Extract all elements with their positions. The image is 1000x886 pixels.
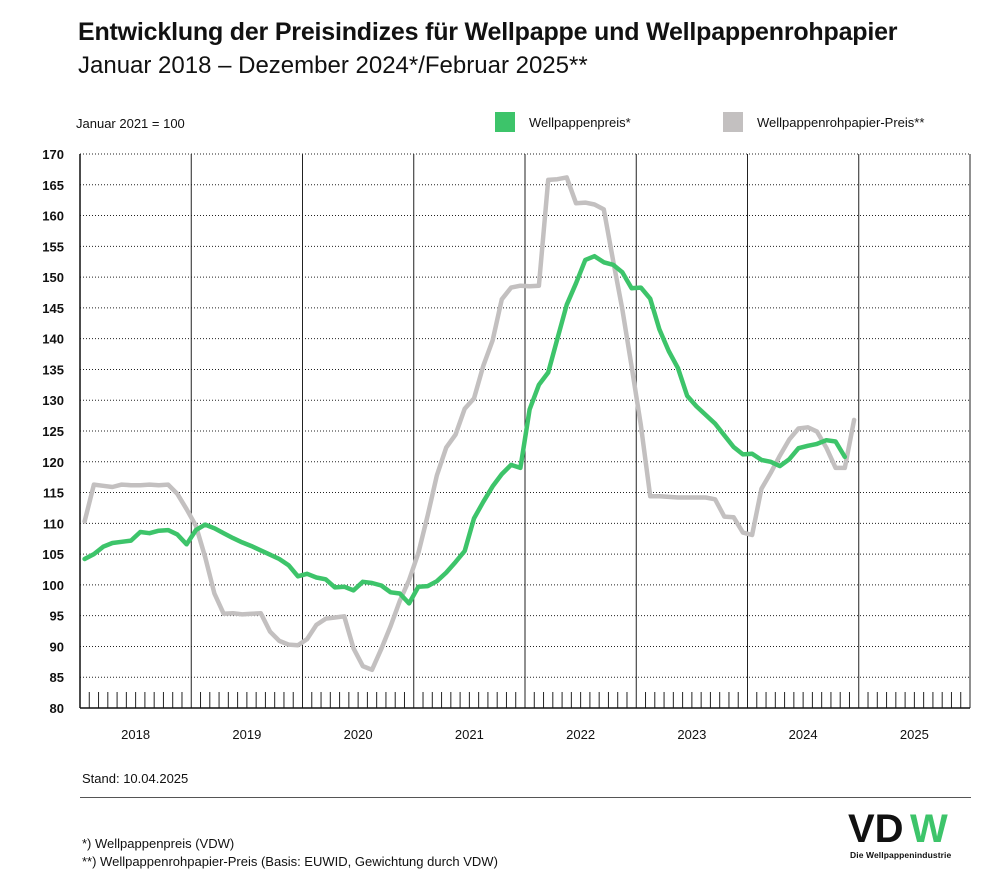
y-tick-label: 100 <box>42 578 64 593</box>
y-tick-label: 95 <box>50 609 64 624</box>
x-year-label: 2018 <box>121 727 150 742</box>
logo-letters-vd: VD <box>848 808 904 851</box>
y-tick-label: 105 <box>42 547 64 562</box>
x-year-label: 2024 <box>789 727 818 742</box>
series-line-wellpappenpreis <box>82 253 848 606</box>
y-tick-label: 115 <box>43 486 64 501</box>
chart-title: Entwicklung der Preisindizes für Wellpap… <box>78 18 898 46</box>
footnote-1: *) Wellpappenpreis (VDW) <box>82 836 235 851</box>
x-year-label: 2020 <box>344 727 373 742</box>
x-year-label: 2023 <box>677 727 706 742</box>
y-tick-label: 165 <box>42 178 64 193</box>
y-tick-label: 130 <box>42 393 64 408</box>
legend-swatch-green <box>495 112 515 132</box>
y-tick-label: 90 <box>50 639 64 654</box>
y-tick-label: 135 <box>42 362 64 377</box>
legend-item-wellpappenpreis: Wellpappenpreis* <box>495 112 631 132</box>
logo-letter-w: W <box>910 808 948 851</box>
y-tick-label: 155 <box>42 239 64 254</box>
y-tick-label: 170 <box>42 147 64 162</box>
series-line-rohpapier <box>82 175 857 673</box>
legend-item-rohpapier: Wellpappenrohpapier-Preis** <box>723 112 924 132</box>
legend-label-wellpappenpreis: Wellpappenpreis* <box>529 114 631 130</box>
y-tick-label: 125 <box>42 424 64 439</box>
x-year-label: 2022 <box>566 727 595 742</box>
x-year-label: 2019 <box>232 727 261 742</box>
x-year-label: 2021 <box>455 727 484 742</box>
legend-swatch-grey <box>723 112 743 132</box>
y-tick-label: 85 <box>50 670 64 685</box>
y-tick-label: 145 <box>42 301 64 316</box>
logo-subtitle: Die Wellpappenindustrie <box>850 850 952 860</box>
divider <box>80 797 971 798</box>
y-tick-label: 160 <box>42 209 64 224</box>
y-tick-label: 110 <box>43 516 64 531</box>
legend-label-rohpapier: Wellpappenrohpapier-Preis** <box>757 114 925 130</box>
y-tick-label: 120 <box>42 455 64 470</box>
footnote-2: **) Wellpappenrohpapier-Preis (Basis: EU… <box>82 854 498 869</box>
x-year-label: 2025 <box>900 727 929 742</box>
base-note: Januar 2021 = 100 <box>76 116 185 131</box>
vdw-logo: VD W <box>848 808 948 851</box>
stand-date: Stand: 10.04.2025 <box>82 771 189 786</box>
line-chart: 170 165 160 155 150 145 140 135 130 125 120 115 110 1… <box>42 147 971 742</box>
chart-subtitle: Januar 2018 – Dezember 2024*/Februar 202… <box>78 52 588 79</box>
y-tick-label: 140 <box>42 332 64 347</box>
y-tick-label: 150 <box>42 270 64 285</box>
y-tick-label: 80 <box>50 701 64 716</box>
